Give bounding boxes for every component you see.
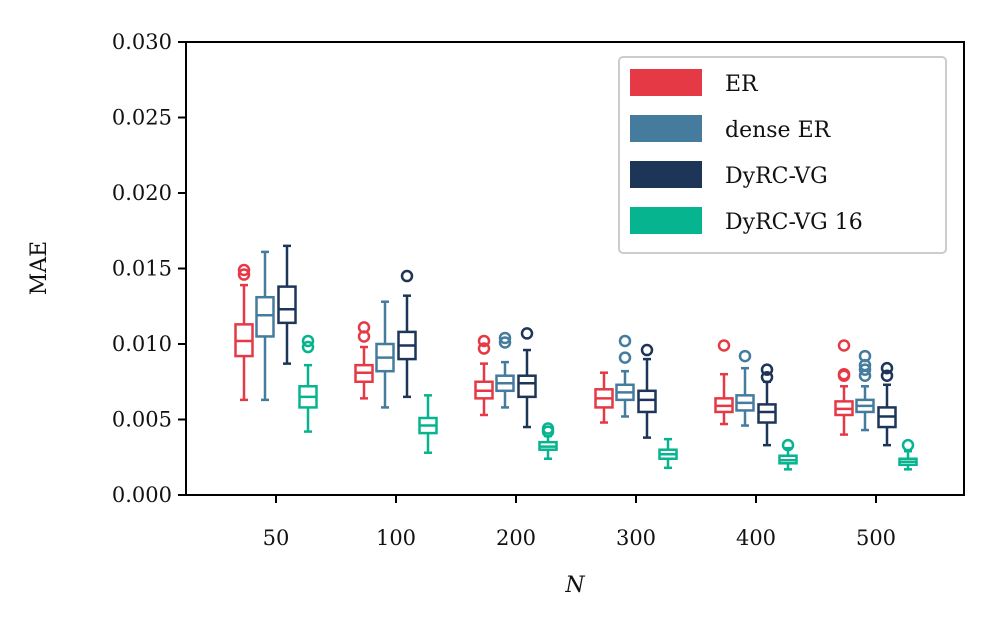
outlier-point: [237, 268, 251, 281]
y-tick-label: 0.025: [112, 106, 172, 130]
box-plot: [234, 263, 254, 402]
x-tick-label: 50: [263, 526, 290, 550]
box-plot: [594, 371, 614, 424]
box: [517, 374, 537, 399]
box-plot: [714, 339, 734, 426]
outlier-point: [618, 334, 632, 348]
outlier-point: [357, 321, 371, 334]
outlier-point: [738, 349, 752, 363]
x-tick-label: 400: [736, 526, 776, 550]
box: [255, 295, 275, 338]
outlier-point: [901, 438, 915, 452]
box-plot: [397, 269, 417, 399]
box-plot: [474, 334, 494, 417]
outlier-point: [717, 339, 731, 352]
legend-swatch: [630, 69, 702, 96]
box-plot: [898, 438, 918, 471]
box-plot: [615, 334, 635, 418]
box-plot: [495, 331, 515, 409]
y-tick-label: 0.005: [112, 408, 172, 432]
outlier-point: [880, 361, 894, 375]
box-plot: [778, 438, 798, 471]
outlier-point: [498, 331, 512, 345]
box-plot: [658, 437, 678, 470]
x-axis: 50 100 200 300 400 500: [263, 495, 896, 550]
box-plot: [298, 334, 318, 433]
box-plot: [255, 250, 275, 402]
series-dense-er: [255, 250, 875, 432]
y-tick-label: 0.015: [112, 257, 172, 281]
box-plot: [517, 327, 537, 429]
x-axis-title: N: [564, 573, 585, 598]
box-plot: [354, 321, 374, 400]
outlier-point: [640, 343, 654, 357]
series-dyrc-vg: [277, 244, 897, 447]
outlier-point: [760, 370, 774, 384]
box-plot: [538, 422, 558, 461]
outlier-point: [520, 327, 534, 340]
outlier-point: [837, 339, 851, 352]
outlier-point: [781, 438, 795, 452]
legend-swatch: [630, 161, 702, 188]
box-plot: [735, 349, 755, 427]
outlier-point: [301, 340, 315, 354]
outlier-point: [618, 351, 632, 364]
series-dyrc-vg-16: [298, 334, 918, 471]
outlier-point: [477, 342, 491, 355]
box-plot: [637, 343, 657, 439]
legend-swatch: [630, 207, 702, 234]
x-tick-label: 500: [856, 526, 896, 550]
outlier-point: [400, 269, 414, 283]
outlier-point: [760, 363, 774, 376]
outlier-point: [498, 336, 512, 349]
outlier-point: [880, 369, 894, 382]
legend-label: ER: [725, 72, 759, 97]
legend-label: dense ER: [725, 118, 832, 143]
y-tick-label: 0.020: [112, 181, 172, 205]
x-tick-label: 100: [376, 526, 416, 550]
outlier-point: [858, 349, 872, 363]
outlier-point: [237, 263, 251, 277]
box-plot: [418, 394, 438, 454]
legend-label: DyRC-VG 16: [725, 210, 863, 235]
outlier-point: [858, 363, 872, 376]
x-tick-label: 300: [616, 526, 656, 550]
box-plot: [877, 361, 897, 447]
y-axis-title: MAE: [27, 241, 52, 295]
box: [757, 403, 777, 424]
y-tick-label: 0.030: [112, 30, 172, 54]
box-plot: [757, 363, 777, 447]
plot-marks: [234, 244, 918, 471]
outlier-point: [477, 334, 491, 348]
outlier-point: [837, 367, 851, 381]
x-tick-label: 200: [496, 526, 536, 550]
box-plot: [277, 244, 297, 365]
outlier-point: [301, 334, 315, 348]
legend-label: DyRC-VG: [725, 164, 828, 189]
legend-swatch: [630, 115, 702, 142]
box: [637, 389, 657, 414]
y-axis: 0.000 0.005 0.010 0.015 0.020 0.025 0.030: [112, 30, 186, 507]
box-plot: [834, 339, 854, 436]
legend: ER dense ER DyRC-VG DyRC-VG 16: [618, 56, 947, 254]
legend-frame: [618, 56, 947, 254]
series-er: [234, 263, 854, 436]
box-plot: [855, 349, 875, 432]
y-tick-label: 0.010: [112, 332, 172, 356]
y-tick-label: 0.000: [112, 483, 172, 507]
box: [277, 285, 297, 325]
box-plot: [375, 300, 395, 409]
outlier-point: [541, 422, 555, 435]
